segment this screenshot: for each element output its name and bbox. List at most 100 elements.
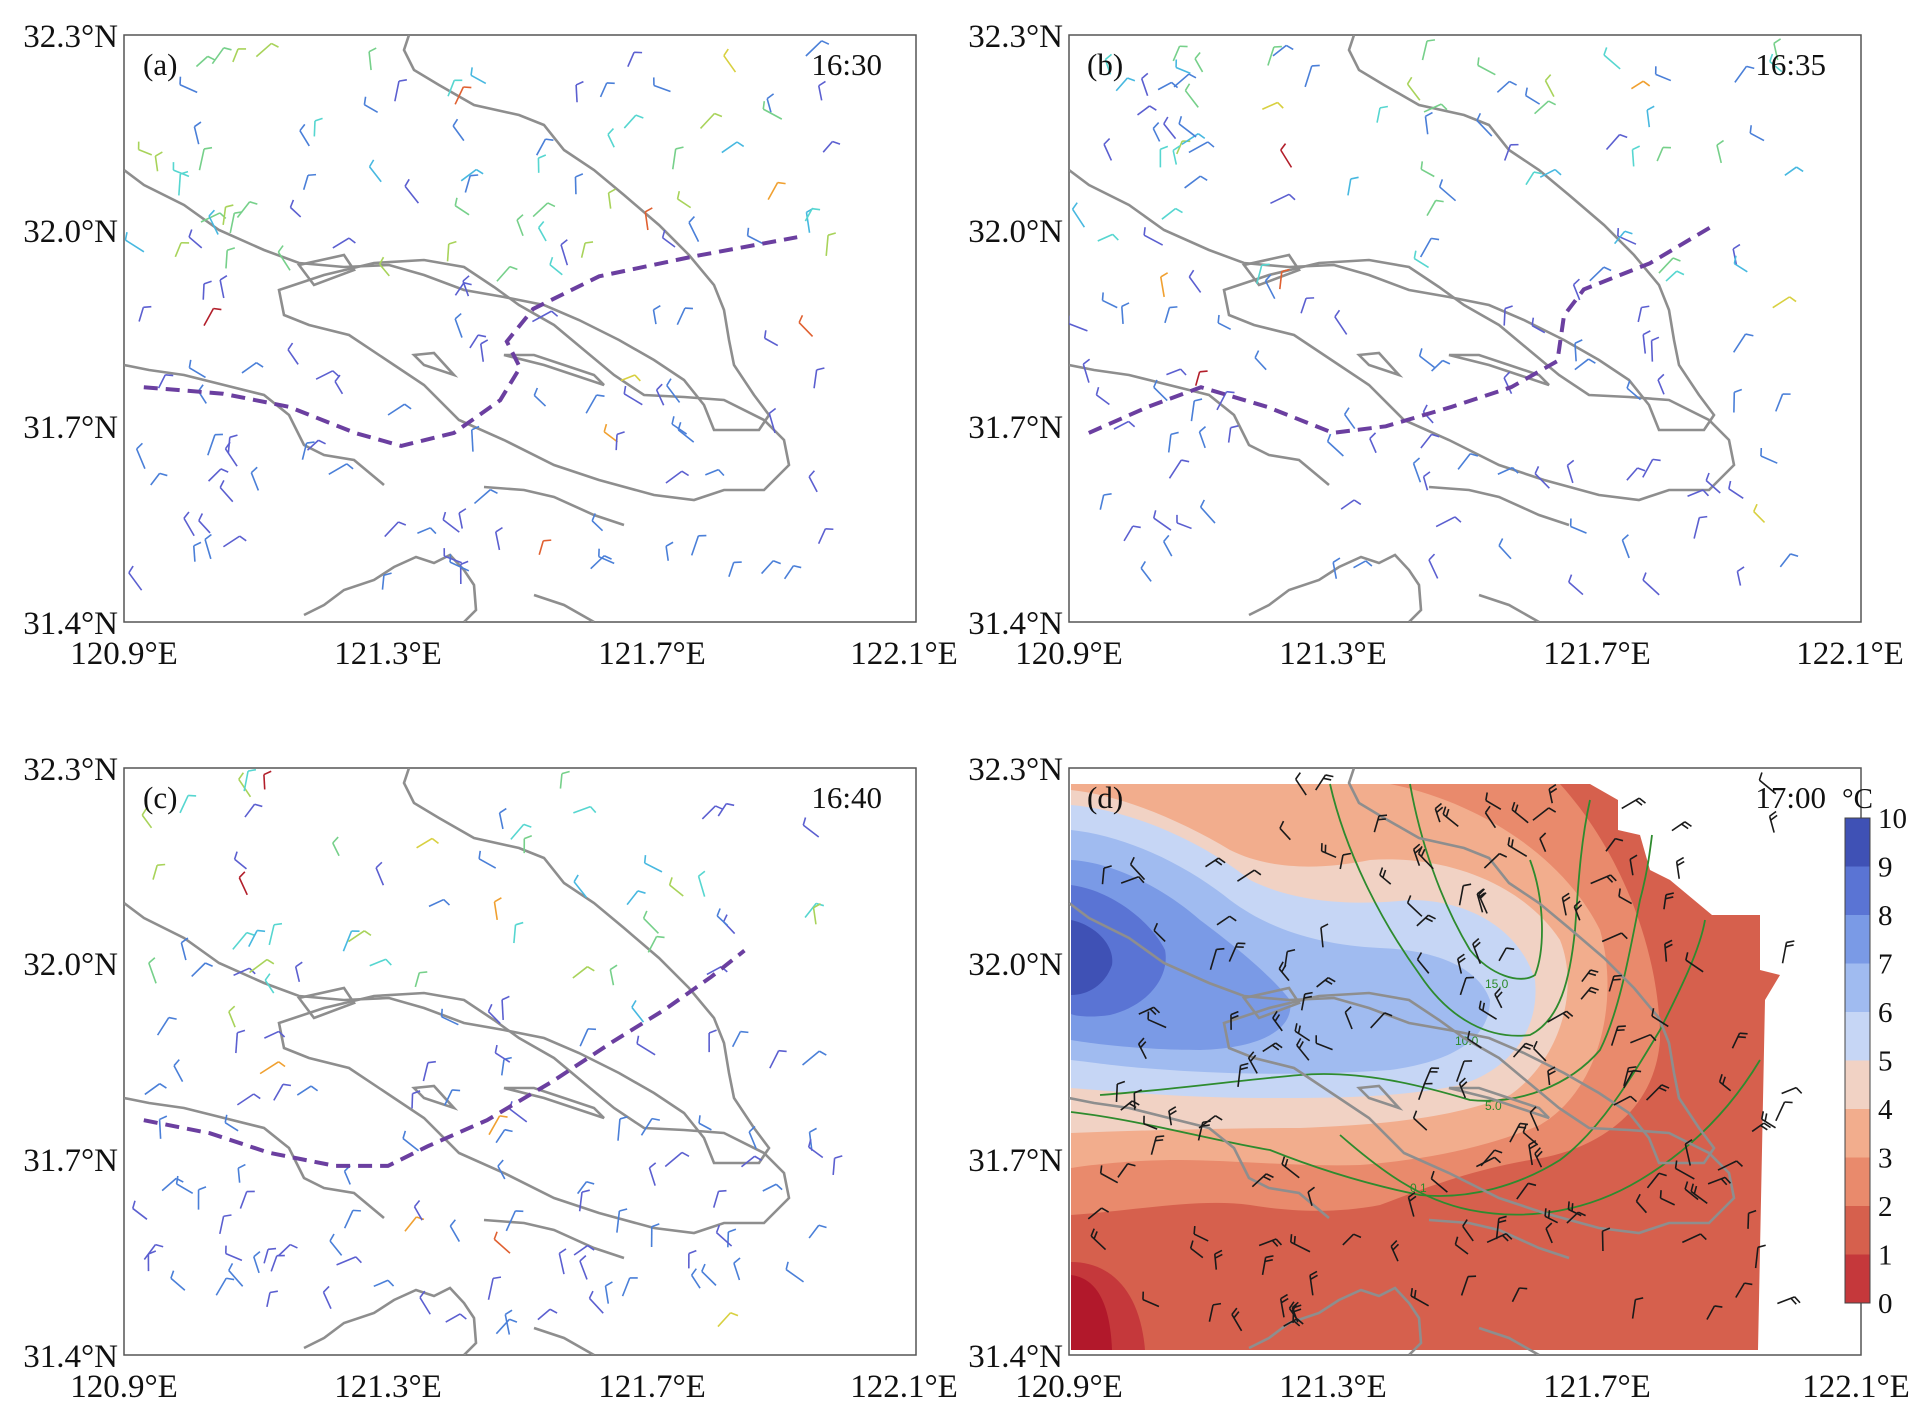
colorbar-blocks (1844, 817, 1871, 1304)
wind-barb (740, 1155, 762, 1168)
wind-barb (648, 1162, 657, 1186)
wind-barb (1172, 145, 1181, 165)
wind-barb (1475, 1156, 1502, 1168)
wind-barb (817, 80, 826, 101)
colorbar-tick-label: 1 (1878, 1240, 1893, 1272)
wind-barb (1152, 510, 1172, 531)
wind-barb (716, 908, 729, 927)
wind-barb (219, 480, 234, 503)
contour-label: 5.0 (1485, 1099, 1502, 1113)
wind-barb (1198, 426, 1207, 449)
colorbar-tick-label: 4 (1878, 1094, 1893, 1126)
wind-barb (1684, 1138, 1693, 1166)
wind-barb (1754, 1244, 1766, 1269)
wind-barb (1099, 493, 1112, 510)
wind-barb (1685, 952, 1704, 973)
wind-barb (1626, 380, 1642, 401)
wind-barb (313, 117, 323, 137)
wind-barb (287, 342, 299, 365)
wind-barb (334, 374, 344, 395)
wind-barb (1344, 1006, 1353, 1030)
wind-barb (1343, 407, 1356, 430)
wind-barb (1272, 44, 1294, 57)
wind-barb (535, 138, 554, 156)
wind-barb (640, 1117, 661, 1136)
colorbar-tick-label: 0 (1878, 1288, 1893, 1320)
wind-barb (1498, 947, 1515, 962)
wind-barb (411, 1090, 421, 1109)
wind-barb (1167, 431, 1179, 453)
contour-line (1329, 783, 1591, 1037)
wind-barb (1153, 379, 1168, 402)
wind-barb (375, 861, 385, 886)
wind-barb (1539, 832, 1547, 853)
wind-barb (1547, 1010, 1574, 1023)
wind-barb (690, 534, 707, 556)
wind-barb (348, 930, 372, 943)
wind-barb (690, 1268, 701, 1289)
wind-barb (470, 67, 487, 85)
wind-barb (402, 1130, 420, 1152)
wind-barb (1544, 1208, 1559, 1224)
wind-barb (1663, 892, 1674, 910)
lat-tick: 31.7°N (23, 410, 118, 446)
wind-barb (712, 1189, 727, 1208)
wind-barb (1164, 306, 1178, 324)
wind-barb (273, 1083, 292, 1101)
wind-barb (626, 890, 646, 906)
coastline-segment (1356, 351, 1404, 378)
wind-barb (1162, 534, 1173, 557)
wind-barb (138, 305, 152, 322)
wind-barb (1161, 207, 1183, 220)
lon-tick: 122.1°E (1802, 1369, 1910, 1405)
wind-barb (1120, 875, 1145, 884)
wind-barb (573, 805, 597, 814)
wind-barb (1188, 141, 1215, 154)
wind-barb (1197, 1120, 1211, 1141)
wind-barb (161, 1177, 184, 1192)
wind-barb (1525, 171, 1542, 186)
wind-barb (1334, 309, 1348, 335)
wind-barb (642, 910, 659, 934)
wind-barb (1370, 1012, 1393, 1029)
wind-barb (1347, 176, 1359, 196)
colorbar-tick-label: 7 (1878, 949, 1893, 981)
wind-barb (128, 565, 143, 591)
lon-tick: 121.3°E (334, 636, 442, 672)
wind-barb (504, 1309, 513, 1335)
lon-tick: 121.7°E (1543, 1369, 1651, 1405)
lat-tick: 31.7°N (23, 1143, 118, 1179)
wind-barb (768, 407, 777, 434)
wind-barb (671, 146, 684, 170)
wind-barb (1095, 386, 1110, 406)
colorbar-unit: °C (1842, 783, 1873, 815)
wind-barb (219, 1214, 232, 1235)
wind-barb (1642, 572, 1660, 596)
wind-barb (1618, 888, 1633, 905)
wind-barb (1304, 64, 1320, 88)
wind-barb (1605, 133, 1628, 151)
wind-barb (1768, 810, 1778, 833)
wind-barb (1617, 228, 1637, 245)
wind-barb (785, 1261, 805, 1283)
wind-barb (244, 803, 263, 818)
panel-b-axes: 32.3°N 32.0°N 31.7°N 31.4°N 120.9°E 121.… (968, 19, 1904, 672)
colorbar-block (1845, 1254, 1870, 1304)
wind-barb (1332, 557, 1341, 579)
coastline-segment (483, 485, 625, 527)
wind-barb (516, 214, 524, 237)
wind-barb (1507, 837, 1528, 858)
wind-barb (650, 1223, 660, 1248)
wind-barb (1168, 1106, 1177, 1126)
wind-barb (198, 146, 213, 171)
wind-barb (445, 1313, 467, 1323)
lon-tick: 121.7°E (598, 1369, 706, 1405)
wind-barb (731, 1030, 749, 1048)
wind-barb (1137, 1037, 1147, 1060)
lon-tick: 120.9°E (70, 1369, 178, 1405)
wind-barb (1262, 101, 1284, 110)
lat-tick: 32.3°N (968, 19, 1063, 55)
wind-barb (1613, 1095, 1638, 1106)
wind-barb (1635, 1193, 1648, 1214)
